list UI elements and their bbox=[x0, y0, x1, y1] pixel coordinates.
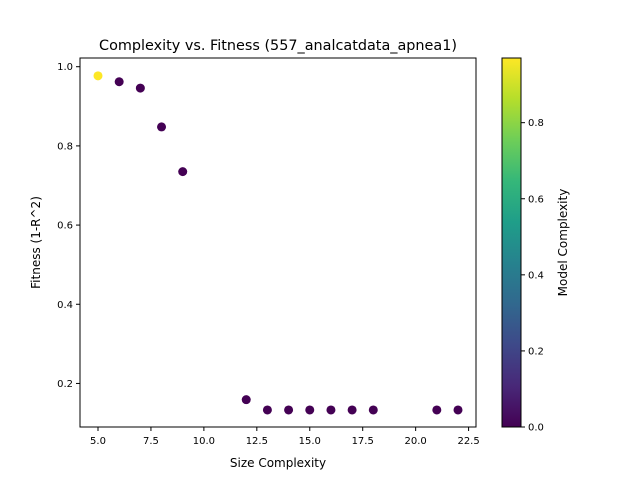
y-axis-ticks: 0.2 0.4 0.6 0.8 1.0 bbox=[57, 62, 80, 390]
colorbar-tick-label: 0.8 bbox=[528, 118, 544, 129]
x-tick-label: 17.5 bbox=[352, 436, 374, 447]
data-point bbox=[326, 405, 336, 415]
data-point bbox=[368, 405, 378, 415]
data-point bbox=[284, 405, 294, 415]
data-point bbox=[347, 405, 357, 415]
x-axis-label: Size Complexity bbox=[230, 456, 326, 470]
data-point bbox=[453, 405, 463, 415]
plot-frame bbox=[79, 57, 477, 428]
x-tick-label: 22.5 bbox=[457, 436, 479, 447]
colorbar-tick-label: 0.0 bbox=[528, 423, 544, 434]
x-axis-ticks: 5.0 7.5 10.0 12.5 15.0 17.5 20.0 22.5 bbox=[90, 427, 480, 447]
y-tick-label: 1.0 bbox=[57, 62, 73, 73]
x-tick-label: 12.5 bbox=[246, 436, 268, 447]
y-tick-label: 0.4 bbox=[57, 300, 73, 311]
y-tick-label: 0.8 bbox=[57, 141, 73, 152]
data-point bbox=[305, 405, 315, 415]
x-tick-label: 10.0 bbox=[193, 436, 215, 447]
colorbar-tick-label: 0.6 bbox=[528, 194, 544, 205]
data-point bbox=[114, 77, 124, 87]
chart-title: Complexity vs. Fitness (557_analcatdata_… bbox=[99, 38, 457, 54]
x-tick-label: 7.5 bbox=[143, 436, 159, 447]
colorbar bbox=[501, 57, 522, 428]
data-point bbox=[432, 405, 442, 415]
data-point bbox=[93, 71, 103, 81]
colorbar-tick-label: 0.4 bbox=[528, 270, 544, 281]
data-point bbox=[135, 83, 145, 93]
x-tick-label: 5.0 bbox=[90, 436, 106, 447]
data-point bbox=[262, 405, 272, 415]
colorbar-label: Model Complexity bbox=[556, 189, 570, 297]
data-point bbox=[178, 167, 188, 177]
colorbar-tick-label: 0.2 bbox=[528, 346, 544, 357]
y-axis-label: Fitness (1-R^2) bbox=[29, 196, 43, 289]
y-tick-label: 0.2 bbox=[57, 379, 73, 390]
x-tick-label: 15.0 bbox=[299, 436, 321, 447]
data-point bbox=[241, 395, 251, 405]
x-tick-label: 20.0 bbox=[405, 436, 427, 447]
data-point bbox=[157, 122, 167, 132]
colorbar-ticks: 0.0 0.2 0.4 0.6 0.8 bbox=[521, 118, 544, 434]
y-tick-label: 0.6 bbox=[57, 221, 73, 232]
plot-area bbox=[93, 71, 463, 415]
